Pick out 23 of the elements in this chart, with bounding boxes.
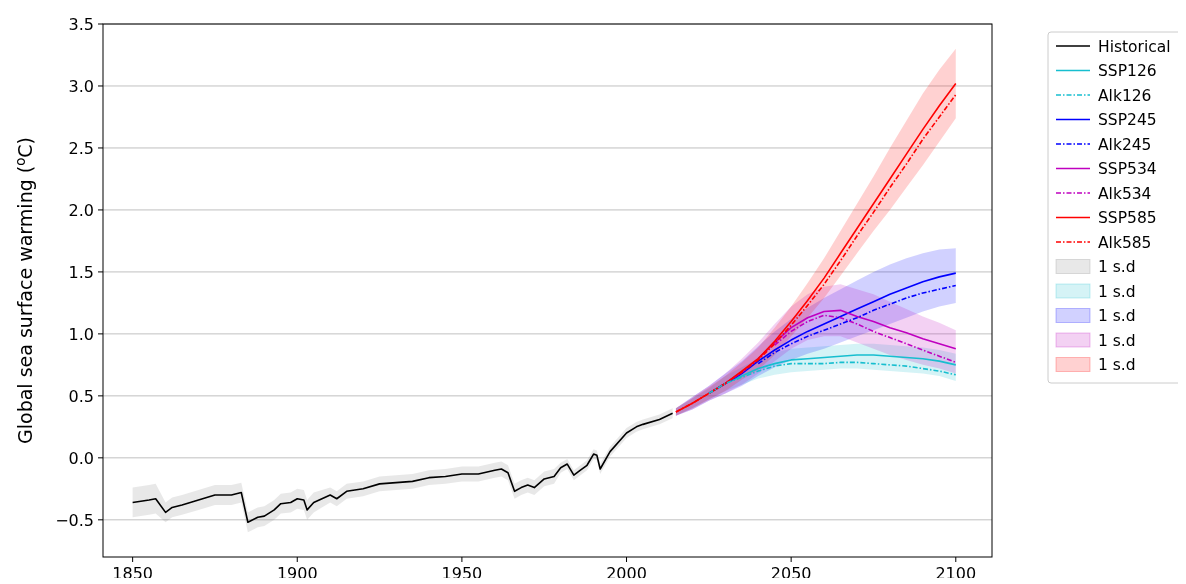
y-tick-label: 0.0: [68, 448, 94, 468]
legend-label: Alk126: [1098, 86, 1152, 105]
legend-label: Alk245: [1098, 135, 1152, 154]
legend-label: 1 s.d: [1098, 307, 1136, 325]
legend-label: SSP245: [1098, 111, 1157, 129]
y-tick-label: 3.0: [68, 76, 94, 96]
y-tick-label: 0.5: [68, 386, 94, 406]
legend-label: SSP585: [1098, 209, 1157, 227]
y-tick-label: 2.0: [68, 200, 94, 220]
y-tick-label: 3.5: [68, 15, 94, 34]
y-tick-label: −0.5: [55, 510, 94, 530]
y-tick-label: 2.5: [68, 138, 94, 158]
legend-label: Alk534: [1098, 184, 1152, 203]
y-tick-label: 1.5: [68, 262, 94, 282]
legend-label: 1 s.d: [1098, 258, 1136, 276]
legend-label: 1 s.d: [1098, 331, 1136, 350]
legend-label: 1 s.d: [1098, 282, 1136, 301]
legend-label: 1 s.d: [1098, 356, 1136, 374]
y-tick-label: 1.0: [68, 324, 94, 344]
legend-label: SSP126: [1098, 62, 1157, 80]
legend-label: Alk585: [1098, 233, 1152, 252]
legend-label: SSP534: [1098, 160, 1157, 178]
legend-label: Historical: [1098, 37, 1171, 56]
